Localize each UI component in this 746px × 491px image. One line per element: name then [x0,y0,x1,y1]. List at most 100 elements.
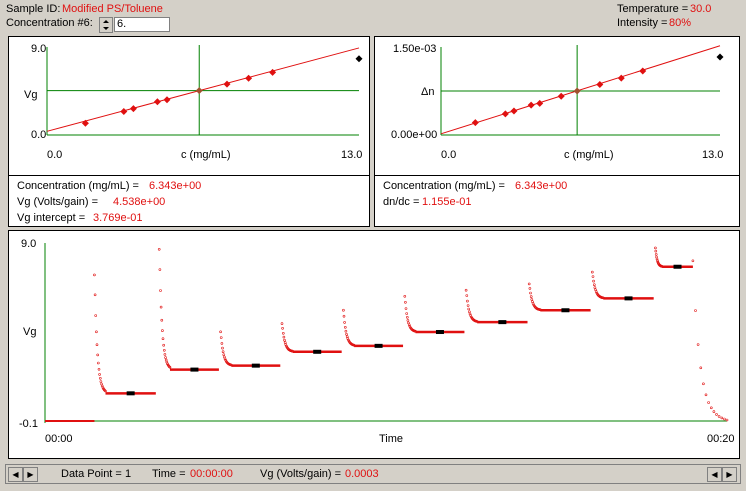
vg-status-label: Vg (Volts/gain) = [260,468,342,480]
plateau-marker [498,320,507,325]
trace-point [725,418,729,422]
trace-point [221,350,225,353]
trace-point [723,417,726,421]
trace-point [104,389,107,393]
x-max-label: 13.0 [702,149,723,161]
trace-point [403,295,407,298]
trace-point [95,330,98,334]
trace-point [530,298,534,301]
dn-vs-concentration-plot: 1.50e-03 Δn 0.00e+00 0.0 c (mg/mL) 13.0 [391,43,724,161]
trace-point [466,299,469,303]
dndc-results-panel: Concentration (mg/mL) = 6.343e+00 dn/dc … [374,175,740,227]
end-scroll-left-button[interactable]: ◀ [707,467,722,482]
concentration-label: Concentration (mg/mL) = [17,180,139,192]
data-point [153,98,161,106]
trace-point [161,329,164,332]
data-point [223,80,231,88]
trace-point [702,382,705,386]
trace-point [222,353,226,356]
plateau-marker [624,296,633,301]
trace-point [164,356,167,359]
trace-point [720,416,724,420]
trace-point [694,309,697,312]
plateau-marker [374,343,383,348]
data-point [596,81,604,89]
end-scroll-right-button[interactable]: ▶ [722,467,737,482]
dndc-label: dn/dc = [383,196,420,208]
vg-status-value: 0.0003 [345,468,379,480]
y-max-label: 1.50e-03 [393,43,436,55]
trace-point [712,410,716,413]
plateau-marker [435,330,444,335]
spin-up-icon[interactable] [103,20,109,23]
y-min-label: 0.00e+00 [391,129,437,141]
data-point [639,67,647,75]
data-point [536,99,544,107]
status-bar: ◀ ▶ Data Point = 1 Time = 00:00:00 Vg (V… [5,464,741,484]
trace-point [465,294,469,297]
trace-point [160,318,164,322]
trace-point [592,283,596,287]
trace-point [283,338,286,342]
data-point [120,108,128,116]
concentration-spinner[interactable] [99,17,113,33]
plot-marks [440,45,724,135]
trace-point [283,341,287,344]
trace-point [405,312,409,315]
y-min-label: -0.1 [19,418,38,430]
trace-point [97,361,100,365]
y-axis-label: Vg [23,326,36,338]
data-point [471,119,479,127]
trace-point [654,246,657,250]
plateau-marker [561,308,570,313]
trace-point [99,377,102,380]
trace-point [464,288,468,292]
concentration-field[interactable]: 6. 343e+00 [114,17,170,32]
trace-point [654,249,658,253]
vg-value: 4.538e+00 [113,196,166,208]
y-axis-label: Δn [421,86,434,98]
trace-point [281,332,285,335]
trace-point [707,401,710,404]
selected-data-point [195,87,203,95]
trace-point [655,255,658,259]
trace-point [163,349,166,352]
trace-point [220,342,224,345]
y-min-label: 0.0 [31,129,46,141]
trace-point [93,293,97,297]
vg-results-panel: Concentration (mg/mL) = 6.343e+00 Vg (Vo… [8,175,370,227]
spin-down-icon[interactable] [103,27,109,30]
data-point [527,101,535,109]
trace-point [97,368,101,371]
trace-point [342,308,345,312]
trace-point [345,333,348,336]
trace-point [404,307,408,310]
concentration-label: Concentration (mg/mL) = [383,180,505,192]
data-point [617,74,625,82]
concentration-value: 6.343e+00 [149,180,202,192]
trace-point [717,415,721,418]
trace-point [282,335,286,339]
vg-vs-concentration-panel: 9.0 Vg 0.0 0.0 c (mg/mL) 13.0 [8,36,370,176]
trace-point [704,393,708,397]
y-max-label: 9.0 [31,43,46,55]
scroll-right-button[interactable]: ▶ [23,467,38,482]
vg-intercept-value: 3.769e-01 [93,212,143,224]
trace-point [529,291,532,295]
trace-point [344,329,348,333]
trace-point [164,358,168,362]
trace-point [529,295,533,298]
plateau-marker [251,363,260,368]
sample-id-value: Modified PS/Toluene [62,3,163,15]
plateau-marker [313,349,322,354]
trace-point [467,307,471,311]
scroll-left-button[interactable]: ◀ [8,467,23,482]
trace-point [281,327,284,330]
plateau-marker [190,367,199,372]
trace-point [168,366,172,369]
x-axis-label: c (mg/mL) [181,149,231,161]
trace-point [219,336,223,339]
trace-point [696,343,700,346]
data-point [557,92,565,100]
concentration-value: 6.343e+00 [515,180,568,192]
